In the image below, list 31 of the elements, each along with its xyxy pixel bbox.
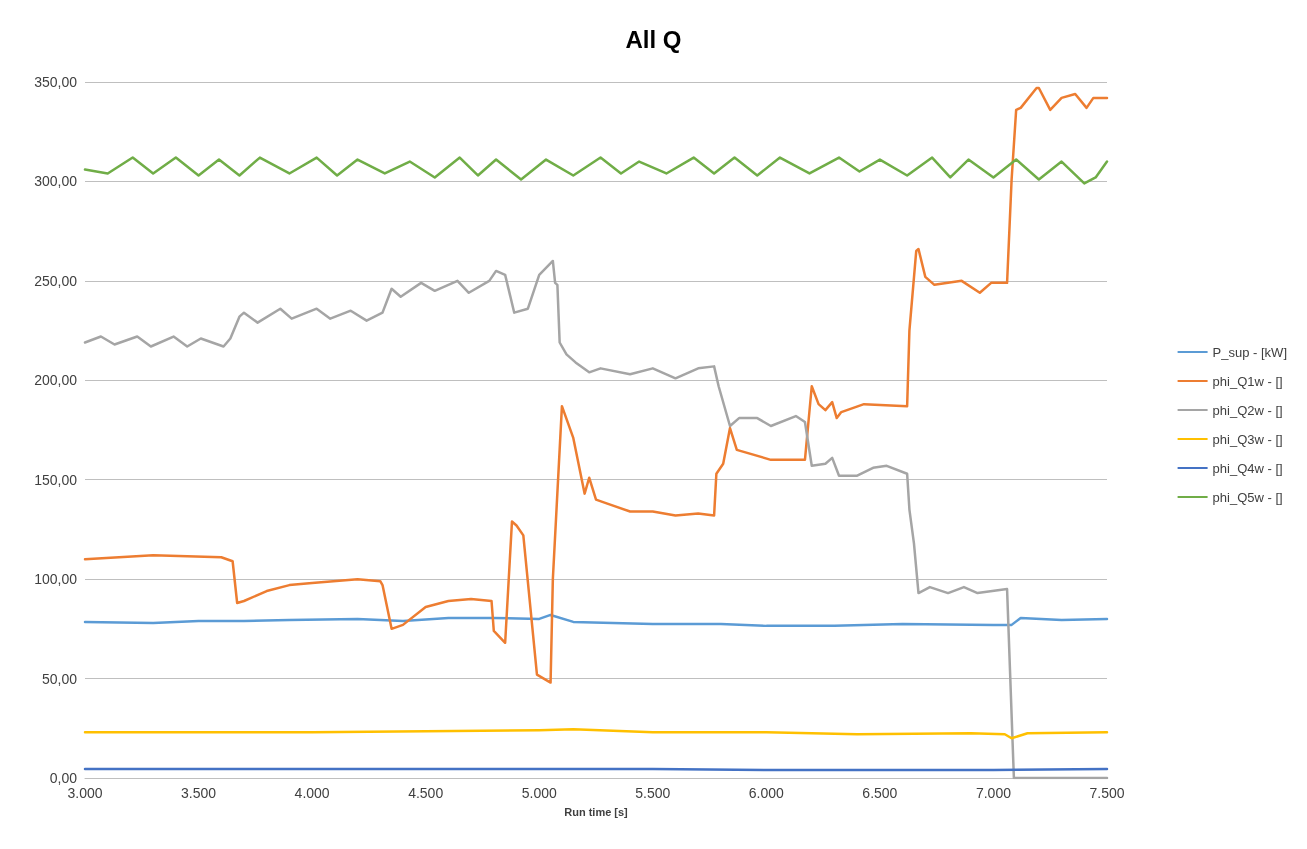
y-tick-label: 150,00	[34, 471, 78, 488]
y-tick-label: 50,00	[41, 670, 78, 687]
x-tick-label: 4.000	[294, 785, 330, 801]
x-axis-title: Run time [s]	[564, 805, 629, 818]
y-tick-label: 250,00	[34, 272, 78, 289]
x-tick-label: 6.500	[862, 785, 898, 801]
legend-label: phi_Q5w - []	[1212, 489, 1283, 505]
x-tick-label: 7.500	[1089, 785, 1125, 801]
line-series	[83, 613, 1109, 628]
line-series	[83, 156, 1109, 185]
y-tick-label: 0,00	[49, 770, 78, 786]
legend-label: phi_Q3w - []	[1212, 431, 1283, 447]
x-tick-label: 7.000	[975, 785, 1012, 801]
y-tick-label: 300,00	[34, 173, 78, 190]
legend-label: phi_Q4w - []	[1212, 460, 1283, 476]
line-series	[83, 728, 1109, 740]
legend-label: phi_Q2w - []	[1212, 402, 1283, 418]
x-tick-label: 5.500	[635, 785, 671, 801]
y-tick-label: 200,00	[34, 372, 78, 389]
x-tick-label: 3.000	[67, 785, 103, 801]
legend-label: phi_Q1w - []	[1212, 373, 1283, 389]
x-tick-label: 4.500	[408, 785, 444, 801]
line-series	[83, 259, 1109, 780]
y-tick-label: 350,00	[34, 74, 78, 90]
legend-label: P_sup - [kW]	[1212, 344, 1288, 360]
x-tick-label: 6.000	[748, 785, 785, 801]
chart-title: All Q	[625, 25, 682, 53]
x-tick-label: 3.500	[181, 785, 217, 801]
line-series	[83, 86, 1109, 684]
y-tick-label: 100,00	[34, 571, 78, 588]
x-tick-label: 5.000	[521, 785, 557, 801]
